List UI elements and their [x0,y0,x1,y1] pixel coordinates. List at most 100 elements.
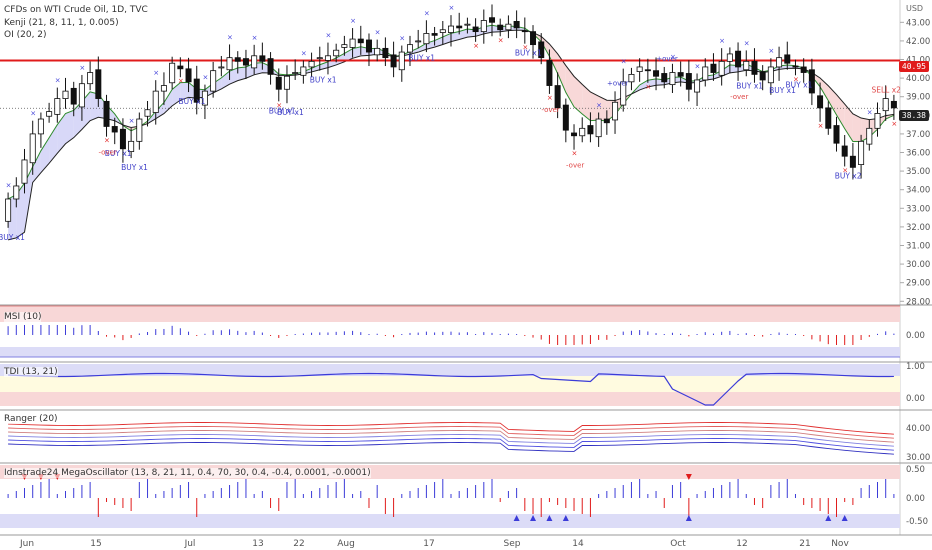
candle-body [406,44,413,53]
candle [792,59,799,76]
x-tick-label: Nov [831,539,849,549]
candle-body [234,57,241,62]
candle [390,41,397,78]
mega-tick-label: 0.00 [906,494,925,504]
candle-body [595,118,602,138]
tdi-tick-label: 1.00 [906,362,925,372]
x-tick-label: 22 [293,539,304,549]
candle [365,33,372,67]
ranger-band-line [8,442,894,455]
pane-tdi-label: TDI (13, 21) [4,367,58,377]
candle-body [300,66,307,76]
candle-body [841,145,848,157]
kenji-cloud-segment [598,96,607,121]
candle [784,41,791,70]
x-tick-label: Jun [19,539,34,549]
kenji-cloud-segment [574,76,583,115]
candle [669,63,676,93]
buy-signal-label: BUY x1 [121,163,148,172]
candle-body [70,87,77,105]
signal-marker-up: × [375,29,381,37]
y-tick-label: 42.00 [906,37,930,47]
candle-body [612,101,619,121]
candle [497,18,504,37]
candle-body [636,66,643,73]
y-tick-label: 29.00 [906,279,930,289]
signal-marker-down: × [473,42,479,50]
kenji-cloud-segment [434,36,443,48]
candle-body [226,57,233,71]
buy-signal-label: BUY x1 [515,49,542,58]
signal-marker-up: × [744,39,750,47]
signal-marker-up: × [424,9,430,17]
candle [341,35,348,56]
candle [160,72,167,106]
candle-body [784,54,791,64]
ranger-band-line [8,430,894,443]
candle-body [603,118,610,124]
signal-marker-up: × [202,74,208,82]
candle [447,15,454,47]
candle-body [759,71,766,81]
last-price-tag: 38.38 [898,110,929,121]
candle-body [128,140,135,152]
buy-signal-label: BUY x1 [0,233,25,242]
resistance-price-tag: 40.95 [898,61,929,72]
x-tick-label: Aug [337,539,355,549]
y-tick-label: 43.00 [906,18,930,28]
candle-body [849,155,856,168]
candle [653,57,660,91]
over-signal-label: -over [566,162,584,170]
mega-tick-label: 0.50 [906,465,925,475]
kenji-cloud-segment [40,137,50,173]
buy-signal-label: BUY x1 [769,86,796,95]
candle [316,46,323,71]
candle [694,73,701,107]
candle-body [669,72,676,86]
candle-body [46,111,53,117]
x-tick-label: Sep [504,539,521,549]
candle-body [169,62,176,84]
candle-body [324,55,331,61]
msi-lower-band [0,347,900,357]
candle-body [210,70,217,92]
candle [5,192,12,228]
kenji-cloud-segment [844,104,853,142]
pane-mega-label: Idnstrade24 MegaOscillator (13, 8, 21, 1… [4,468,371,478]
indicator-kenji-label: Kenji (21, 8, 11, 1, 0.005) [4,18,119,28]
kenji-cloud-segment [90,91,99,121]
candle [808,58,815,106]
signal-marker-down: × [522,44,528,52]
signal-marker-down: × [891,120,897,128]
candle [849,143,856,180]
buy-signal-label: BUY x1 [785,80,812,89]
x-tick-label: 13 [252,539,263,549]
candle [210,61,217,98]
candle-body [111,126,118,133]
candle [242,49,249,80]
signal-marker-up: × [695,62,701,70]
candle-body [423,33,430,45]
y-tick-label: 31.00 [906,241,930,251]
candle [95,56,102,107]
candle-body [513,20,520,29]
candle-body [472,26,479,33]
signal-marker-up: × [621,58,627,66]
signal-marker-down: × [645,83,651,91]
candle-body [456,25,463,29]
candle [751,48,758,83]
y-tick-label: 40.00 [906,74,930,84]
candle [267,52,274,85]
candle-body [497,24,504,31]
candle-body [800,66,807,73]
signal-marker-down: × [842,166,848,174]
candle [841,135,848,167]
candle [357,25,364,55]
kenji-cloud-segment [229,67,238,85]
candle-body [21,159,28,184]
candle [612,91,619,134]
candle [21,148,28,194]
y-tick-label: 34.00 [906,186,930,196]
candle-body [653,70,660,77]
